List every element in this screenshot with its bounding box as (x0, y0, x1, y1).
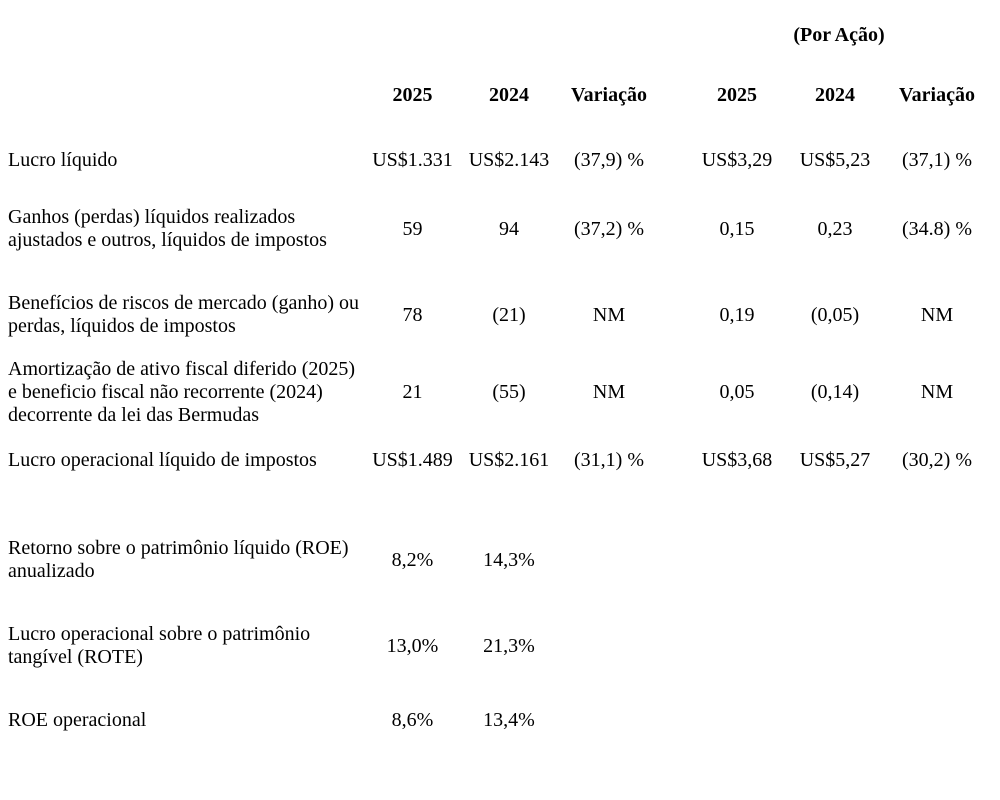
per-share-group-header: (Por Ação) (793, 24, 885, 46)
table-row-amortizacao: Amortização de ativo fiscal diferido (20… (0, 358, 1000, 427)
cell-variacao-pershare: NM (920, 381, 954, 403)
column-header-row: 2025 2024 Variação 2025 2024 Variação (0, 83, 1000, 107)
table-row-ganhos-perdas: Ganhos (perdas) líquidos realizados ajus… (0, 206, 1000, 252)
cell-2024-dollar: 94 (499, 217, 519, 240)
cell-2025-pershare: US$3,68 (701, 449, 773, 471)
cell-variacao-pershare: (34.8) % (902, 217, 972, 240)
cell-variacao-dollar: NM (592, 381, 626, 403)
row-label: Lucro líquido (0, 149, 365, 172)
table-row-roe-operacional: ROE operacional 8,6% 13,4% (0, 709, 1000, 732)
row-label: Ganhos (perdas) líquidos realizados ajus… (0, 206, 365, 252)
row-label-line: Benefícios de riscos de mercado (ganho) … (8, 292, 359, 314)
table-row-beneficios-riscos: Benefícios de riscos de mercado (ganho) … (0, 292, 1000, 338)
cell-variacao-pershare: (30,2) % (902, 449, 972, 471)
row-label-line: tangível (ROTE) (8, 646, 143, 668)
row-label-line: Lucro líquido (8, 149, 118, 171)
table-row-roe-anualizado: Retorno sobre o patrimônio líquido (ROE)… (0, 537, 1000, 583)
cell-2025-dollar: 59 (402, 217, 423, 240)
cell-2024-pershare: 0,23 (817, 217, 853, 240)
cell-2025-dollar: 8,2% (391, 548, 434, 571)
row-label-line: Lucro operacional sobre o patrimônio (8, 623, 311, 645)
row-label: Lucro operacional sobre o patrimônio tan… (0, 623, 365, 669)
row-label: Lucro operacional líquido de impostos (0, 449, 365, 472)
row-label: Benefícios de riscos de mercado (ganho) … (0, 292, 365, 338)
cell-variacao-pershare: (37,1) % (902, 149, 972, 171)
row-label-line: anualizado (8, 560, 95, 582)
cell-2025-pershare: 0,15 (719, 217, 755, 240)
row-label: ROE operacional (0, 709, 365, 732)
row-label-line: decorrente da lei das Bermudas (8, 404, 260, 426)
cell-variacao-pershare: NM (920, 303, 954, 326)
row-label-line: e beneficio fiscal não recorrente (2024) (8, 381, 323, 403)
table-row-lucro-operacional: Lucro operacional líquido de impostos US… (0, 449, 1000, 472)
row-label-line: perdas, líquidos de impostos (8, 315, 236, 337)
cell-2024-dollar: US$2.143 (468, 149, 550, 171)
cell-variacao-dollar: NM (592, 303, 626, 326)
col-header-2024-pershare: 2024 (815, 83, 855, 106)
col-header-variacao-dollar: Variação (571, 83, 647, 106)
row-label-line: Retorno sobre o patrimônio líquido (ROE) (8, 537, 349, 559)
cell-2025-pershare: 0,05 (719, 381, 755, 403)
cell-2024-pershare: US$5,27 (799, 449, 871, 471)
cell-variacao-dollar: (37,9) % (574, 149, 644, 171)
cell-2025-dollar: 13,0% (386, 634, 439, 657)
cell-2025-dollar: 78 (402, 303, 423, 326)
cell-2024-pershare: US$5,23 (799, 149, 871, 171)
row-label-line: Ganhos (perdas) líquidos realizados (8, 206, 296, 228)
row-label: Retorno sobre o patrimônio líquido (ROE)… (0, 537, 365, 583)
cell-2024-dollar: 21,3% (483, 634, 535, 657)
cell-2024-dollar: US$2.161 (468, 449, 550, 471)
cell-2024-pershare: (0,05) (810, 303, 860, 326)
row-label-line: Amortização de ativo fiscal diferido (20… (8, 358, 356, 380)
cell-2024-dollar: (21) (492, 303, 526, 326)
cell-2024-pershare: (0,14) (810, 381, 860, 403)
table-row-lucro-liquido: Lucro líquido US$1.331 US$2.143 (37,9) %… (0, 149, 1000, 172)
cell-2025-dollar: US$1.331 (372, 149, 453, 171)
row-label-line: ROE operacional (8, 709, 147, 731)
cell-variacao-dollar: (37,2) % (574, 217, 644, 240)
table-row-rote: Lucro operacional sobre o patrimônio tan… (0, 623, 1000, 669)
cell-variacao-dollar: (31,1) % (574, 449, 644, 471)
cell-2024-dollar: (55) (492, 381, 526, 403)
row-label-line: ajustados e outros, líquidos de impostos (8, 229, 327, 251)
row-label: Amortização de ativo fiscal diferido (20… (0, 358, 365, 427)
col-header-2025-pershare: 2025 (717, 83, 757, 106)
cell-2025-pershare: US$3,29 (701, 149, 773, 171)
cell-2025-dollar: 21 (402, 381, 423, 403)
cell-2025-dollar: 8,6% (391, 709, 434, 731)
cell-2025-pershare: 0,19 (719, 303, 755, 326)
col-header-variacao-pershare: Variação (899, 83, 975, 106)
col-header-2024-dollar: 2024 (489, 83, 529, 106)
col-header-2025-dollar: 2025 (392, 83, 433, 106)
cell-2025-dollar: US$1.489 (372, 449, 453, 471)
row-label-line: Lucro operacional líquido de impostos (8, 449, 317, 471)
cell-2024-dollar: 14,3% (483, 548, 535, 571)
cell-2024-dollar: 13,4% (483, 709, 535, 731)
